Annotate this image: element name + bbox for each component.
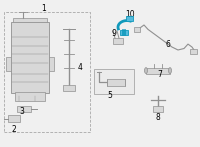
Bar bbox=[107, 79, 125, 86]
Bar bbox=[63, 85, 75, 91]
Ellipse shape bbox=[144, 68, 148, 74]
Bar bbox=[13, 18, 47, 22]
Bar bbox=[146, 68, 170, 74]
Bar bbox=[49, 57, 54, 71]
Bar bbox=[113, 38, 123, 44]
Bar bbox=[153, 106, 163, 112]
Text: 1: 1 bbox=[42, 4, 46, 13]
Ellipse shape bbox=[168, 68, 172, 74]
Bar bbox=[15, 92, 45, 101]
Bar bbox=[120, 30, 128, 35]
Bar bbox=[134, 27, 140, 32]
Bar bbox=[11, 22, 49, 93]
Bar bbox=[4, 12, 90, 132]
Bar bbox=[8, 115, 20, 122]
Bar bbox=[126, 16, 133, 21]
Text: 10: 10 bbox=[125, 10, 135, 19]
Text: 7: 7 bbox=[158, 70, 162, 80]
Bar bbox=[94, 69, 134, 94]
Text: 8: 8 bbox=[156, 113, 160, 122]
Bar bbox=[17, 106, 31, 112]
Text: 4: 4 bbox=[78, 63, 82, 72]
Text: 2: 2 bbox=[12, 125, 16, 134]
Text: 6: 6 bbox=[166, 40, 170, 49]
Bar bbox=[6, 57, 11, 71]
Text: 5: 5 bbox=[108, 91, 112, 100]
Bar bbox=[190, 49, 197, 54]
Text: 9: 9 bbox=[112, 29, 116, 38]
Text: 3: 3 bbox=[20, 107, 24, 116]
